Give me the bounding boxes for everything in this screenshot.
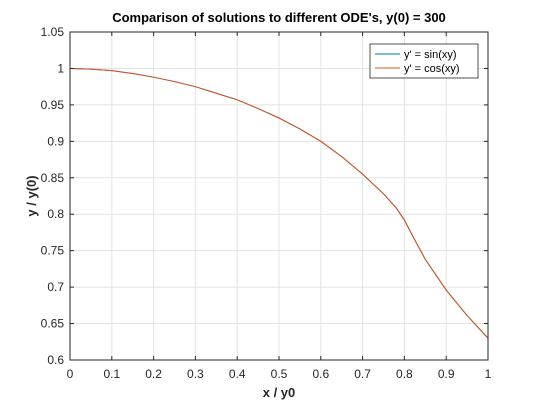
x-tick-label: 0.6 bbox=[312, 367, 329, 381]
y-tick-label: 0.9 bbox=[47, 134, 64, 148]
y-tick-label: 0.85 bbox=[41, 171, 65, 185]
legend-box bbox=[369, 43, 479, 79]
y-tick-label: 0.75 bbox=[41, 244, 65, 258]
y-axis-title: y / y(0) bbox=[24, 175, 39, 216]
legend-label-sin: y' = sin(xy) bbox=[404, 49, 457, 61]
y-tick-label: 0.6 bbox=[47, 353, 64, 367]
chart-title: Comparison of solutions to different ODE… bbox=[112, 10, 446, 25]
y-tick-label: 0.65 bbox=[41, 317, 65, 331]
x-tick-label: 0.4 bbox=[229, 367, 246, 381]
x-tick-label: 0.7 bbox=[354, 367, 371, 381]
x-tick-label: 0.8 bbox=[396, 367, 413, 381]
y-tick-label: 1 bbox=[57, 61, 64, 75]
series-lines bbox=[69, 67, 489, 339]
x-tick-label: 0.1 bbox=[103, 367, 120, 381]
x-tick-label: 0 bbox=[67, 367, 74, 381]
x-tick-label: 0.2 bbox=[145, 367, 162, 381]
x-tick-label: 0.3 bbox=[187, 367, 204, 381]
series-line-cos bbox=[69, 67, 489, 339]
x-axis-title: x / y0 bbox=[263, 385, 296, 400]
y-tick-label: 0.95 bbox=[41, 98, 65, 112]
x-tick-label: 0.5 bbox=[271, 367, 288, 381]
y-tick-label: 1.05 bbox=[41, 25, 65, 39]
y-tick-label: 0.7 bbox=[47, 280, 64, 294]
x-tick-label: 0.9 bbox=[438, 367, 455, 381]
ticks: 0 0.1 0.2 0.3 0.4 0.5 0.6 0.7 0.8 0.9 1 0.6 0.65 0.7 0… bbox=[41, 25, 492, 381]
legend: y' = sin(xy) y' = cos(xy) bbox=[369, 43, 479, 79]
y-tick-label: 0.8 bbox=[47, 207, 64, 221]
legend-label-cos: y' = cos(xy) bbox=[404, 63, 460, 75]
x-tick-label: 1 bbox=[485, 367, 492, 381]
